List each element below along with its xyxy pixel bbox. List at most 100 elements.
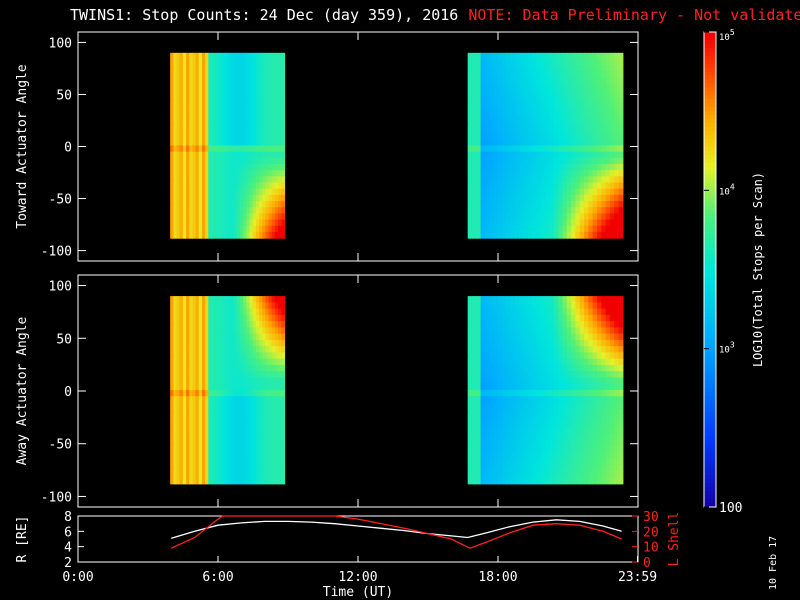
heatmap-cell <box>528 176 533 184</box>
heatmap-cell <box>198 421 203 429</box>
heatmap-cell <box>467 383 473 391</box>
heatmap-cell <box>523 352 529 360</box>
heatmap-cell <box>170 321 174 328</box>
heatmap-cell <box>532 102 538 110</box>
heatmap-cell <box>519 139 525 147</box>
heatmap-cell <box>182 201 187 208</box>
heatmap-cell <box>201 71 206 79</box>
heatmap-cell <box>249 151 254 159</box>
heatmap-cell <box>480 188 486 196</box>
heatmap-cell <box>278 77 282 85</box>
heatmap-cell <box>268 402 273 410</box>
heatmap-cell <box>182 194 187 202</box>
heatmap-cell <box>553 314 559 322</box>
heatmap-cell <box>601 421 607 429</box>
heatmap-cell <box>540 102 546 110</box>
heatmap-cell <box>230 465 235 472</box>
heatmap-cell <box>233 427 238 435</box>
heatmap-cell <box>262 102 267 110</box>
heatmap-cell <box>601 151 607 159</box>
heatmap-cell <box>558 452 564 460</box>
heatmap-cell <box>281 188 286 196</box>
heatmap-cell <box>480 231 486 239</box>
heatmap-cell <box>246 452 251 460</box>
heatmap-cell <box>230 71 235 79</box>
heatmap-cell <box>588 402 594 410</box>
heatmap-cell <box>579 308 585 316</box>
heatmap-cell <box>601 389 607 397</box>
heatmap-cell <box>211 65 216 72</box>
heatmap-cell <box>480 458 486 466</box>
heatmap-cell <box>240 52 244 60</box>
heatmap-cell <box>566 182 572 190</box>
colorbar-segment <box>704 293 716 298</box>
heatmap-cell <box>179 408 184 416</box>
heatmap-cell <box>515 402 520 410</box>
heatmap-cell <box>205 71 209 79</box>
heatmap-cell <box>493 65 499 72</box>
heatmap-cell <box>236 433 241 441</box>
heatmap-cell <box>579 333 585 341</box>
heatmap-cell <box>217 458 222 466</box>
colorbar-segment <box>704 186 716 191</box>
heatmap-cell <box>476 83 482 91</box>
heatmap-cell <box>268 65 273 72</box>
heatmap-cell <box>217 182 222 190</box>
heatmap-cell <box>614 302 620 310</box>
heatmap-cell <box>236 308 241 316</box>
heatmap-cell <box>480 346 486 354</box>
heatmap-cell <box>532 126 538 134</box>
heatmap-cell <box>489 358 495 366</box>
heatmap-cell <box>601 396 607 404</box>
heatmap-cell <box>553 471 559 479</box>
heatmap-cell <box>201 364 206 372</box>
heatmap-cell <box>278 433 282 441</box>
heatmap-cell <box>532 314 538 322</box>
heatmap-cell <box>173 133 178 140</box>
heatmap-cell <box>489 182 495 190</box>
heatmap-cell <box>217 383 222 391</box>
date-stamp: 10 Feb 17 <box>768 535 779 590</box>
heatmap-cell <box>484 65 490 72</box>
heatmap-cell <box>214 446 219 454</box>
heatmap-cell <box>217 65 222 72</box>
heatmap-cell <box>233 133 238 140</box>
heatmap-cell <box>553 321 559 328</box>
heatmap-cell <box>271 427 276 435</box>
heatmap-cell <box>476 314 482 322</box>
heatmap-cell <box>467 471 473 479</box>
heatmap-cell <box>255 308 260 316</box>
colorbar-segment <box>704 233 716 239</box>
heatmap-cell <box>211 207 216 214</box>
heatmap-cell <box>532 327 538 335</box>
heatmap-cell <box>186 71 190 79</box>
heatmap-cell <box>195 296 200 303</box>
heatmap-cell <box>571 96 577 103</box>
heatmap-cell <box>579 89 585 97</box>
heatmap-cell <box>571 71 577 79</box>
colorbar-segment <box>704 380 716 385</box>
heatmap-cell <box>502 314 508 322</box>
heatmap-cell <box>189 231 193 239</box>
heatmap-cell <box>268 213 273 221</box>
heatmap-cell <box>217 352 222 360</box>
heatmap-cell <box>217 108 222 116</box>
heatmap-cell <box>528 346 533 354</box>
heatmap-cell <box>262 151 267 159</box>
heatmap-cell <box>265 133 270 140</box>
heatmap-cell <box>243 352 247 360</box>
heatmap-cell <box>497 446 503 454</box>
heatmap-cell <box>579 225 585 233</box>
heatmap-cell <box>545 188 551 196</box>
heatmap-cell <box>596 151 602 159</box>
heatmap-cell <box>489 371 495 379</box>
heatmap-cell <box>189 194 193 202</box>
heatmap-cell <box>259 377 263 385</box>
heatmap-cell <box>179 114 184 122</box>
heatmap-cell <box>528 446 533 454</box>
heatmap-cell <box>601 339 607 347</box>
heatmap-cell <box>240 126 244 134</box>
heatmap-cell <box>195 151 200 159</box>
heatmap-cell <box>558 120 564 128</box>
heatmap-cell <box>510 157 516 165</box>
